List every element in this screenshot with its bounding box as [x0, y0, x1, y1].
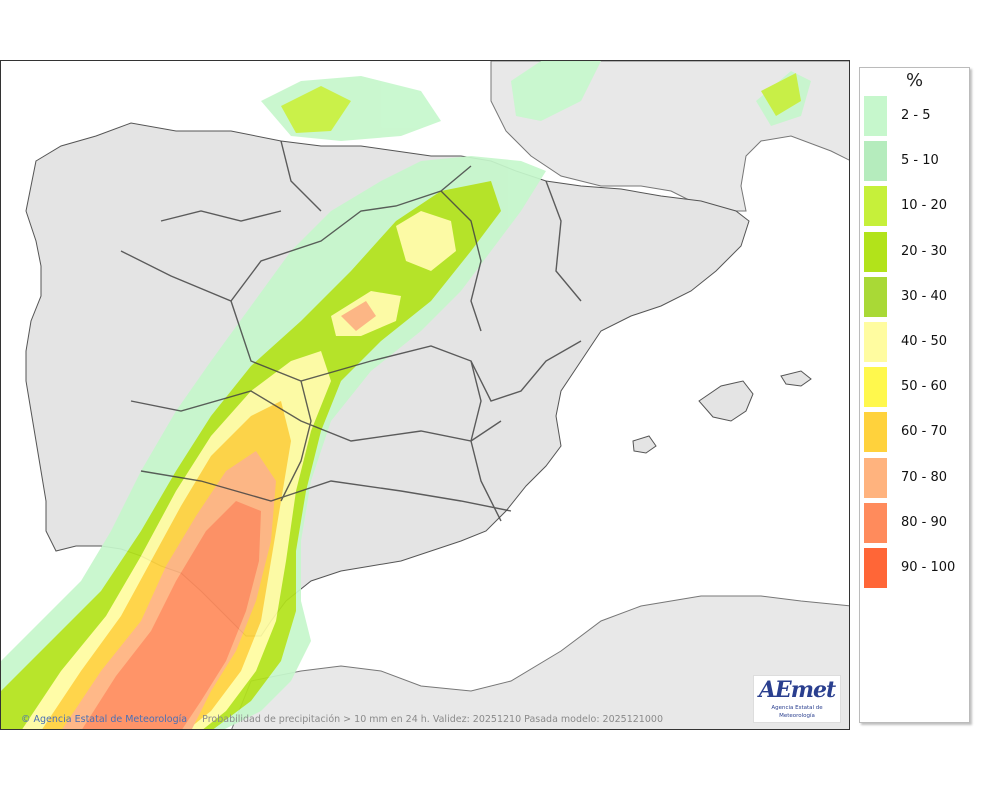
legend-unit: % [905, 70, 924, 91]
legend-item: 10 - 20 [864, 186, 969, 227]
legend-swatch [864, 412, 887, 453]
legend-swatch [864, 231, 887, 272]
legend-swatch [864, 96, 887, 136]
map-panel[interactable]: © Agencia Estatal de Meteorología Probab… [0, 60, 850, 730]
legend-label: 40 - 50 [901, 334, 948, 349]
legend-swatch [864, 502, 887, 543]
legend-label: 80 - 90 [901, 514, 948, 530]
legend-swatch [864, 457, 887, 498]
legend-label: 60 - 70 [901, 424, 948, 440]
legend-label: 2 - 5 [901, 108, 931, 123]
legend-label: 50 - 60 [901, 379, 948, 395]
legend-swatch [864, 367, 887, 408]
probability-field [1, 61, 811, 729]
legend-swatch [864, 186, 887, 227]
legend-label: 30 - 40 [901, 288, 948, 304]
legend-label: 20 - 30 [901, 243, 948, 259]
legend-item: 20 - 30 [864, 231, 969, 272]
legend-label: 90 - 100 [901, 560, 956, 575]
legend-item: 80 - 90 [864, 502, 969, 543]
legend-item: 5 - 10 [864, 141, 969, 182]
copyright-label: © Agencia Estatal de Meteorología [21, 714, 188, 725]
legend-item: 50 - 60 [864, 367, 969, 408]
legend-panel: % 2 - 5 5 - 10 10 - 20 20 - 30 30 - 40 40 - 5… [859, 67, 970, 723]
legend-item: 90 - 100 [864, 548, 969, 588]
map-caption: © Agencia Estatal de Meteorología Probab… [21, 714, 663, 725]
legend-item: 30 - 40 [864, 276, 969, 317]
precipitation-map [1, 61, 849, 729]
africa-land [231, 595, 849, 729]
aemet-logo: AEmet Agencia Estatal de Meteorología [753, 675, 841, 723]
menorca [780, 370, 812, 387]
region-borders [120, 140, 582, 522]
legend-swatch [864, 141, 887, 182]
legend-swatch [864, 276, 887, 317]
legend-item: 2 - 5 [864, 96, 969, 136]
legend-item: 70 - 80 [864, 457, 969, 498]
legend-label: 70 - 80 [901, 469, 948, 485]
legend-swatch [864, 322, 887, 362]
legend-item: 40 - 50 [864, 322, 969, 362]
legend-label: 5 - 10 [901, 153, 939, 169]
logo-wordmark: AEmet [758, 677, 836, 703]
mallorca [698, 380, 754, 422]
legend-item: 60 - 70 [864, 412, 969, 453]
validity-caption: Probabilidad de precipitación > 10 mm en… [202, 714, 663, 725]
logo-subtitle: Agencia Estatal de Meteorología [771, 705, 823, 719]
legend-swatch [864, 548, 887, 588]
ibiza [632, 435, 657, 454]
legend-label: 10 - 20 [901, 198, 948, 214]
